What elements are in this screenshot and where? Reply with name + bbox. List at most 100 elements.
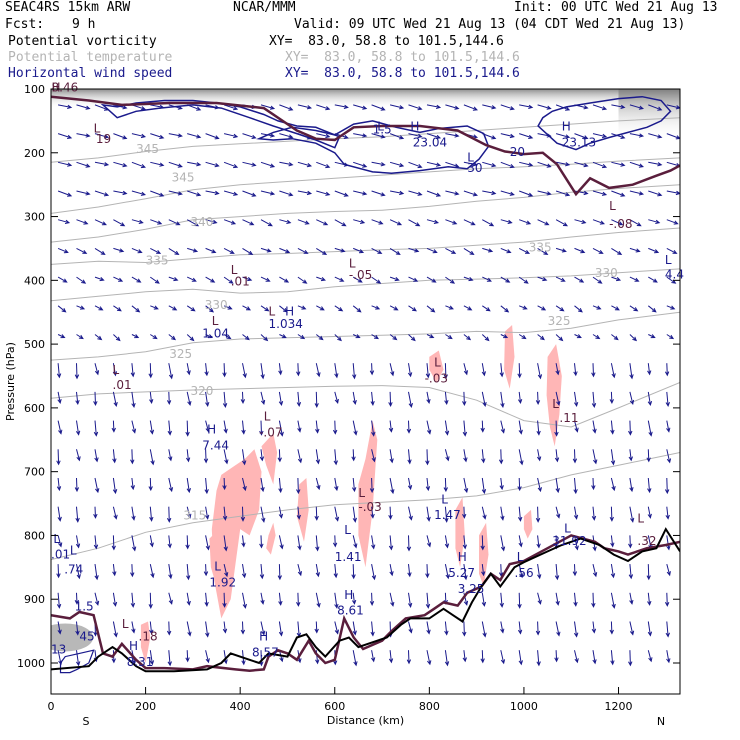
wind-vector-411	[112, 449, 117, 464]
wind-vector-354	[314, 391, 319, 409]
wind-vector-541	[628, 535, 633, 549]
wind-vector-618	[166, 621, 172, 636]
wind-vector-416	[203, 449, 209, 464]
wind-vector-634	[462, 621, 467, 637]
wind-vector-663	[370, 650, 376, 663]
wind-vector-457	[334, 477, 339, 492]
wind-vector-553	[223, 563, 229, 578]
contour-label-3: 19	[96, 132, 111, 146]
wind-vector-309	[112, 363, 118, 377]
wind-vector-232	[574, 276, 585, 283]
wind-vector-610	[647, 592, 652, 606]
contour-label-14: 345	[172, 171, 195, 185]
wind-vector-117	[334, 190, 349, 197]
wind-vector-343	[112, 391, 118, 408]
x-tick-label-0: 0	[48, 700, 55, 713]
wind-vector-395	[444, 420, 450, 436]
wind-vector-595	[369, 592, 375, 606]
contour-label-72: L	[122, 617, 129, 631]
wind-vector-295	[481, 334, 490, 342]
wind-vector-636	[500, 621, 505, 634]
wind-vector-596	[389, 592, 395, 607]
wind-vector-266	[574, 305, 583, 313]
fcst-label: Fcst:	[5, 17, 45, 32]
wind-vector-120	[390, 190, 405, 196]
wind-vector-171	[76, 247, 88, 254]
wind-vector-619	[186, 621, 192, 637]
wind-vector-572	[572, 564, 578, 577]
wind-vector-249	[260, 305, 270, 312]
wind-vector-328	[463, 363, 468, 376]
contour-label-55: L	[70, 544, 77, 558]
wind-vector-312	[168, 363, 174, 380]
wind-vector-267	[592, 305, 602, 310]
pv-tropopause-line	[51, 95, 680, 197]
wind-vector-24	[500, 104, 515, 111]
wind-vector-426	[389, 449, 394, 464]
wind-vector-299	[555, 334, 564, 342]
wind-vector-633	[444, 621, 449, 636]
wind-vector-573	[592, 563, 598, 578]
wind-vector-332	[537, 363, 543, 380]
y-tick-label-400: 400	[24, 274, 45, 287]
wind-vector-168	[648, 219, 661, 224]
wind-vector-132	[611, 190, 626, 197]
x-tick-label-400: 400	[230, 700, 251, 713]
wind-vector-335	[591, 363, 596, 378]
wind-vector-446	[130, 477, 135, 491]
wind-vector-272	[57, 334, 66, 339]
wind-vector-480	[131, 506, 136, 521]
wind-vector-550	[168, 564, 173, 580]
wind-vector-203	[666, 247, 678, 254]
pv-patch-9	[479, 522, 489, 587]
contour-label-23: -.05	[349, 268, 372, 282]
wind-vector-65	[629, 133, 645, 138]
wind-vector-38	[131, 133, 147, 139]
wind-vector-427	[407, 449, 412, 465]
wind-vector-111	[223, 190, 239, 196]
theta-contour-315	[51, 452, 680, 561]
wind-vector-54	[426, 133, 442, 139]
wind-vector-580	[94, 592, 100, 606]
contour-label-1: 8.46	[52, 81, 79, 95]
wind-vector-212	[205, 276, 216, 283]
wind-vector-587	[222, 592, 227, 608]
wind-vector-483	[186, 506, 192, 519]
wind-vector-311	[148, 363, 153, 379]
wind-contour-layer	[59, 95, 672, 674]
wind-vector-522	[278, 535, 284, 550]
wind-vector-317	[260, 363, 265, 380]
wind-vector-345	[149, 391, 154, 405]
wind-vector-188	[389, 247, 401, 256]
wind-vector-17	[371, 104, 386, 111]
wind-vector-313	[186, 363, 191, 376]
contour-label-41: .11	[559, 411, 578, 425]
wind-vector-465	[481, 477, 487, 495]
wind-vector-198	[574, 247, 586, 254]
wind-vector-564	[425, 564, 430, 579]
contour-label-47: -.03	[358, 500, 381, 514]
wind-vector-59	[519, 133, 534, 139]
contour-label-78: 13	[51, 642, 66, 656]
wind-vector-183	[297, 247, 309, 254]
wind-vector-420	[277, 449, 282, 463]
wind-vector-399	[518, 420, 523, 435]
x-tick-label-200: 200	[135, 700, 156, 713]
wind-vector-530	[426, 535, 432, 548]
wind-vector-627	[334, 621, 339, 635]
contour-label-75: 8.57	[252, 646, 279, 660]
wind-vector-497	[444, 506, 449, 523]
wind-vector-162	[537, 219, 550, 226]
contour-label-39: 320	[191, 384, 214, 398]
wind-vector-137	[76, 219, 89, 225]
wind-vector-491	[334, 506, 340, 522]
wind-vector-458	[351, 477, 357, 493]
wind-vector-158	[463, 219, 476, 226]
wind-vector-172	[94, 247, 106, 256]
valid-time: Valid: 09 UTC Wed 21 Aug 13 (04 CDT Wed …	[294, 17, 686, 32]
wind-vector-319	[296, 363, 301, 377]
wind-vector-460	[389, 477, 395, 495]
wind-vector-286	[315, 334, 324, 341]
